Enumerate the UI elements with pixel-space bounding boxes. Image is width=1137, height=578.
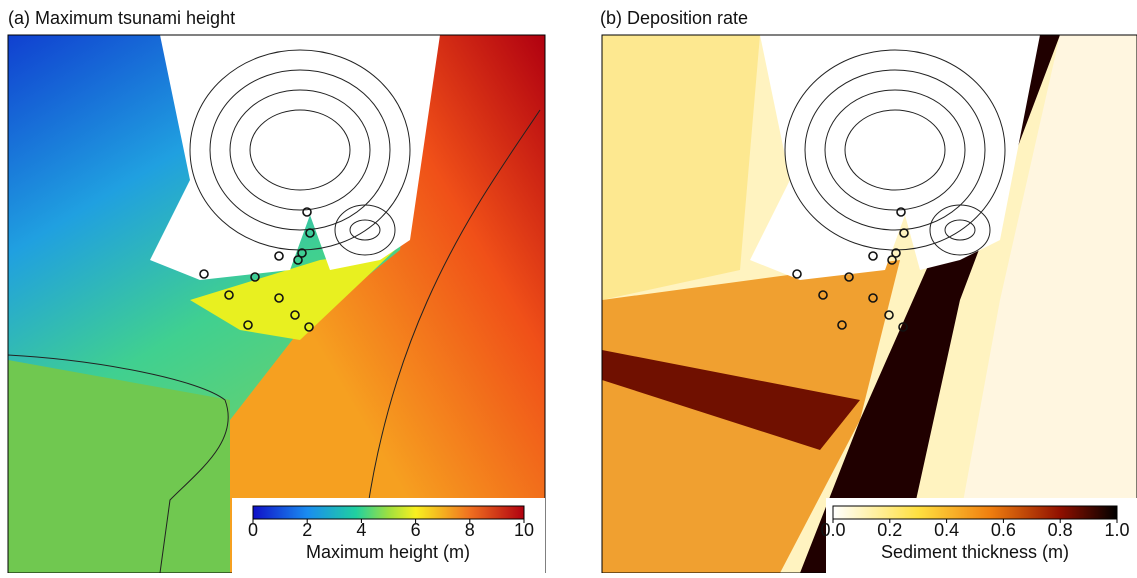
- colorbar-tick-label: 0.2: [877, 520, 902, 540]
- figure: (a) Maximum tsunami height (b) Depositio…: [0, 0, 1137, 573]
- colorbar-tick-label: 6: [411, 520, 421, 540]
- panel-title: (b) Deposition rate: [600, 8, 748, 28]
- colorbar-tick-label: 4: [356, 520, 366, 540]
- colorbar-tick-label: 1.0: [1104, 520, 1129, 540]
- map-b: [602, 35, 1137, 573]
- colorbar-tick-label: 0.0: [820, 520, 845, 540]
- colorbar: [253, 506, 524, 519]
- colorbar-tick-label: 2: [302, 520, 312, 540]
- colorbar-label: Sediment thickness (m): [881, 542, 1069, 562]
- panel-title: (a) Maximum tsunami height: [8, 8, 235, 28]
- colorbar-tick-label: 8: [465, 520, 475, 540]
- colorbar-tick-label: 0.4: [934, 520, 959, 540]
- colorbar-tick-label: 0.8: [1048, 520, 1073, 540]
- colorbar-label: Maximum height (m): [306, 542, 470, 562]
- colorbar-tick-label: 0.6: [991, 520, 1016, 540]
- colorbar: [833, 506, 1117, 519]
- colorbar-tick-label: 10: [514, 520, 534, 540]
- map-a: [8, 35, 545, 573]
- colorbar-tick-label: 0: [248, 520, 258, 540]
